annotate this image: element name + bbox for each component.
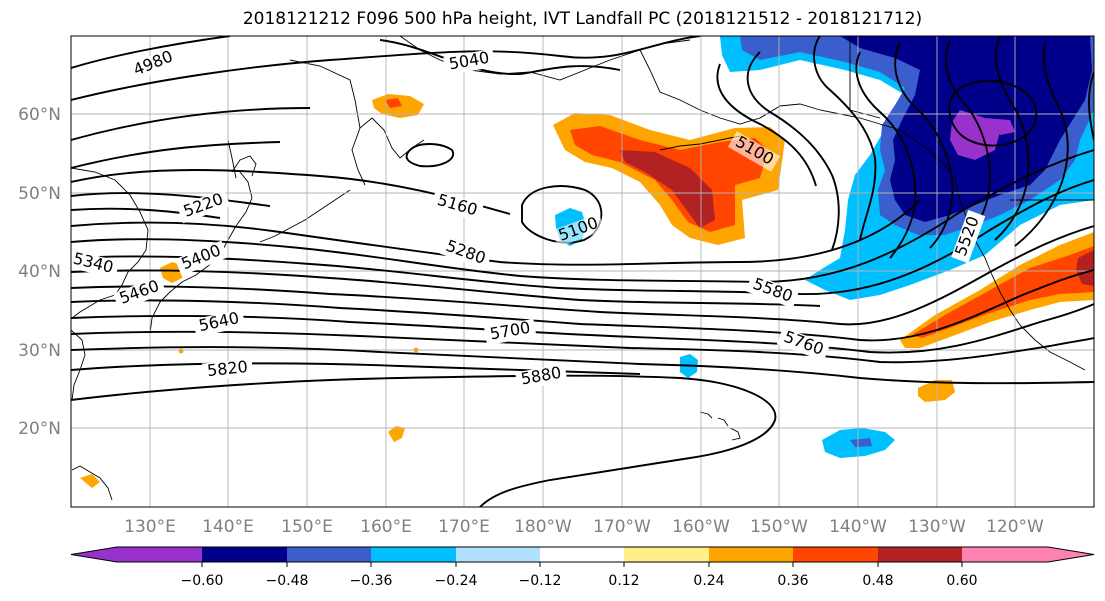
lon-label: 140°E — [202, 517, 254, 537]
lon-label: 180°W — [514, 517, 572, 537]
latitude-labels: 60°N 50°N 40°N 30°N 20°N — [18, 105, 61, 439]
colorbar-tick-label: 0.24 — [693, 573, 724, 589]
colorbar: −0.60 −0.48 −0.36 −0.24 −0.12 0.12 0.24 … — [70, 546, 1095, 589]
colorbar-extend-max — [1048, 547, 1094, 562]
map-title: 2018121212 F096 500 hPa height, IVT Land… — [242, 9, 923, 29]
colorbar-tick-label: 0.48 — [862, 573, 893, 589]
contour-label: 5820 — [206, 357, 248, 380]
colorbar-segment — [793, 547, 879, 562]
colorbar-tick-label: 0.12 — [608, 573, 639, 589]
colorbar-segment — [456, 547, 541, 562]
colorbar-segment — [287, 547, 372, 562]
lon-label: 170°W — [593, 517, 651, 537]
lat-label: 60°N — [18, 105, 61, 125]
colorbar-labels: −0.60 −0.48 −0.36 −0.24 −0.12 0.12 0.24 … — [181, 573, 978, 589]
ivt-positive-anomaly — [80, 94, 1094, 488]
colorbar-segment — [371, 547, 457, 562]
colorbar-segment — [709, 547, 794, 562]
colorbar-segment — [878, 547, 963, 562]
lon-label: 160°W — [672, 517, 730, 537]
lon-label: 140°W — [829, 517, 887, 537]
colorbar-tick-label: −0.60 — [181, 573, 224, 589]
colorbar-tick-label: 0.60 — [946, 573, 977, 589]
colorbar-segment — [540, 547, 625, 562]
height-contours — [71, 36, 1094, 507]
lat-label: 40°N — [18, 262, 61, 282]
colorbar-segment — [962, 547, 1049, 562]
lon-label: 130°W — [908, 517, 966, 537]
colorbar-tick-label: −0.12 — [519, 573, 562, 589]
lat-label: 50°N — [18, 184, 61, 204]
lat-label: 30°N — [18, 341, 61, 361]
colorbar-tick-label: −0.24 — [435, 573, 478, 589]
colorbar-tick-label: 0.36 — [777, 573, 808, 589]
colorbar-outline — [70, 546, 1095, 563]
colorbar-segments — [71, 547, 1094, 562]
lon-label: 150°W — [750, 517, 808, 537]
colorbar-segment — [624, 547, 710, 562]
colorbar-segment — [202, 547, 288, 562]
lon-label: 120°W — [986, 517, 1044, 537]
lon-label: 170°E — [438, 517, 490, 537]
lon-label: 160°E — [360, 517, 412, 537]
map-frame — [70, 35, 1095, 508]
colorbar-tick-label: −0.48 — [266, 573, 309, 589]
colorbar-segment — [117, 547, 203, 562]
colorbar-ticks — [201, 562, 963, 567]
colorbar-extend-min — [71, 547, 117, 562]
lon-label: 130°E — [124, 517, 176, 537]
colorbar-tick-label: −0.36 — [350, 573, 393, 589]
longitude-labels: 130°E 140°E 150°E 160°E 170°E 180°W 170°… — [124, 517, 1044, 537]
lat-label: 20°N — [18, 419, 61, 439]
lon-label: 150°E — [281, 517, 333, 537]
